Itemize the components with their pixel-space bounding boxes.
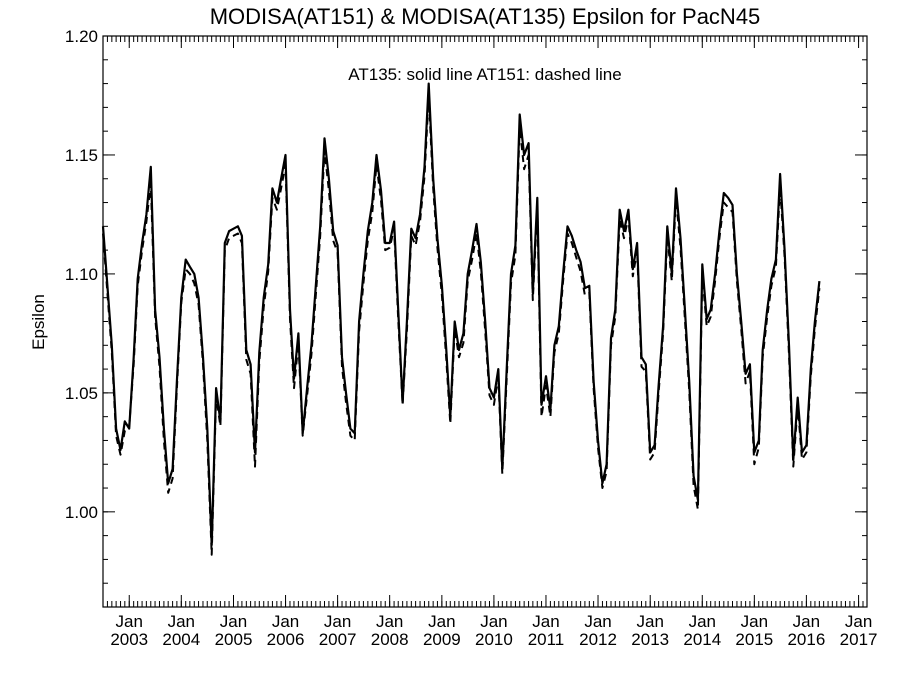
y-tick-label: 1.15 [65,146,98,165]
x-tick-label-year: 2012 [579,630,617,649]
plot-frame [102,35,868,608]
x-tick-label-year: 2014 [683,630,721,649]
x-axis-ticks: Jan2003Jan2004Jan2005Jan2006Jan2007Jan20… [102,36,878,649]
x-tick-label-year: 2015 [735,630,773,649]
x-tick-label-year: 2013 [631,630,669,649]
x-tick-label-month: Jan [584,612,611,631]
x-tick-label-month: Jan [168,612,195,631]
x-tick-label-month: Jan [741,612,768,631]
x-tick-label-year: 2016 [787,630,825,649]
series-layer [101,82,821,556]
x-tick-label-year: 2003 [110,630,148,649]
x-tick-label-month: Jan [689,612,716,631]
x-tick-label-month: Jan [428,612,455,631]
y-tick-label: 1.00 [65,503,98,522]
x-tick-label-year: 2006 [267,630,305,649]
y-tick-label: 1.10 [65,265,98,284]
chart-title: MODISA(AT151) & MODISA(AT135) Epsilon fo… [210,4,761,29]
x-tick-label-month: Jan [793,612,820,631]
x-tick-label-month: Jan [376,612,403,631]
x-tick-label-month: Jan [480,612,507,631]
x-tick-label-year: 2008 [371,630,409,649]
x-tick-label-year: 2010 [475,630,513,649]
x-tick-label-month: Jan [532,612,559,631]
y-axis-label: Epsilon [29,294,48,350]
x-tick-label-month: Jan [272,612,299,631]
x-tick-label-year: 2009 [423,630,461,649]
x-tick-label-year: 2007 [319,630,357,649]
x-tick-label-year: 2017 [840,630,878,649]
series-at135-solid-line [101,82,821,547]
x-tick-label-month: Jan [637,612,664,631]
x-tick-label-month: Jan [220,612,247,631]
x-tick-label-month: Jan [845,612,872,631]
line-style-legend: AT135: solid line AT151: dashed line [348,65,621,84]
x-tick-label-month: Jan [324,612,351,631]
series-at151-dashed-line [102,94,821,556]
x-tick-label-month: Jan [116,612,143,631]
x-tick-label-year: 2011 [528,630,565,649]
x-tick-label-year: 2004 [162,630,200,649]
x-tick-label-year: 2005 [215,630,253,649]
y-axis-ticks: 1.00 1.05 1.10 1.15 1.20 [65,27,867,608]
y-tick-label: 1.20 [65,27,98,46]
y-tick-label: 1.05 [65,384,98,403]
